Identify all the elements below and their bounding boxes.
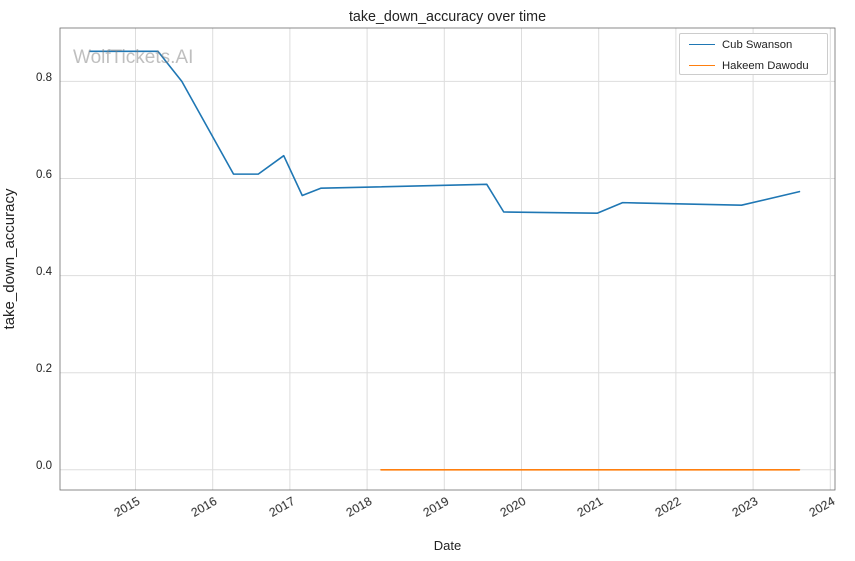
svg-text:take_down_accuracy: take_down_accuracy (1, 188, 18, 329)
